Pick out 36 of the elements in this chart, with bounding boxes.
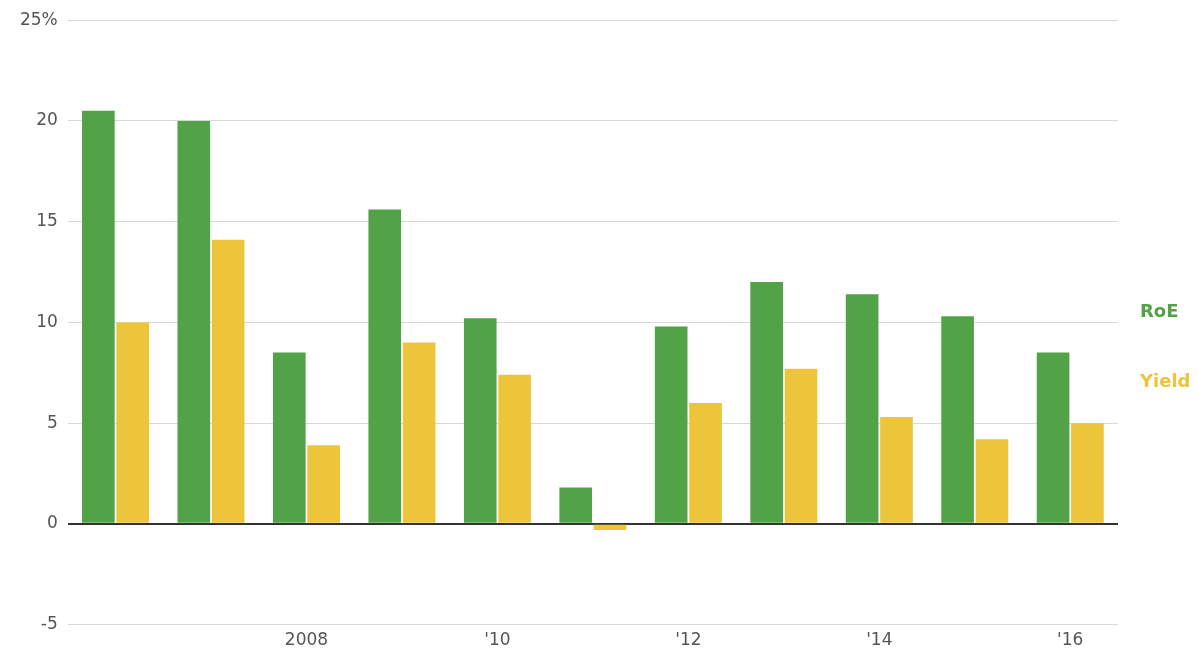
x-tick-label: '10 (484, 629, 511, 650)
bar (402, 342, 436, 523)
bar (463, 318, 497, 523)
bar (307, 445, 340, 523)
bar (1036, 352, 1070, 523)
y-tick-label: 10 (36, 310, 58, 331)
x-tick-label: '16 (1057, 629, 1084, 650)
bar (211, 239, 245, 523)
bar (177, 120, 211, 523)
y-tick-label: 5 (46, 411, 58, 432)
x-tick-label: '14 (866, 629, 893, 650)
bar (845, 294, 879, 523)
x-tick-label: '12 (675, 629, 702, 650)
y-tick-label: 15 (36, 210, 58, 231)
bar (784, 368, 818, 523)
y-tick-label: 0 (46, 512, 58, 533)
bar (689, 402, 722, 523)
bar (975, 439, 1009, 523)
bar (880, 417, 913, 523)
bar (82, 110, 115, 523)
bar (593, 524, 627, 530)
bar (559, 487, 593, 523)
x-tick-label: 2008 (284, 629, 329, 650)
bar (750, 282, 783, 523)
bar (1071, 423, 1104, 523)
bar (654, 326, 688, 523)
y-tick-label: 25% (19, 8, 58, 29)
y-tick-label: 20 (36, 109, 58, 130)
bar (116, 322, 150, 523)
text: RoE (1140, 300, 1179, 322)
y-tick-label: -5 (40, 613, 58, 634)
bar (368, 209, 402, 523)
bar (498, 374, 531, 523)
bar (941, 316, 974, 523)
bar (272, 352, 306, 523)
text: Yield (1139, 370, 1191, 392)
